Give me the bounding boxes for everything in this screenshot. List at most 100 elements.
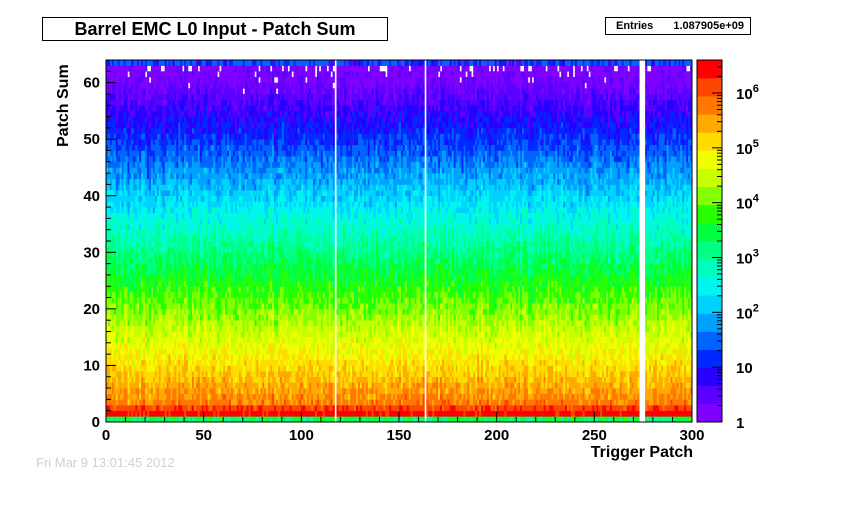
heatmap-cell (180, 82, 183, 89)
heatmap-cell (106, 105, 109, 112)
heatmap-cell (225, 371, 228, 378)
heatmap-cell (170, 133, 173, 140)
heatmap-cell (152, 224, 156, 230)
heatmap-cell (178, 156, 181, 163)
heatmap-cell (111, 229, 115, 236)
heatmap-cell (172, 325, 175, 332)
heatmap-cell (223, 76, 226, 83)
heatmap-cell (207, 207, 210, 214)
heatmap-cell (160, 291, 163, 298)
heatmap-cell (254, 195, 257, 202)
heatmap-cell (244, 82, 247, 89)
heatmap-cell (232, 263, 236, 270)
heatmap-cell (109, 201, 113, 208)
heatmap-cell (188, 348, 191, 355)
heatmap-cell (131, 342, 134, 349)
heatmap-cell (231, 376, 234, 383)
heatmap-cell (193, 173, 197, 180)
heatmap-cell (250, 393, 253, 400)
heatmap-cell (158, 139, 161, 146)
heatmap-cell (234, 60, 238, 66)
heatmap-cell (127, 195, 130, 202)
heatmap-cell (227, 212, 230, 219)
heatmap-cell (234, 241, 238, 247)
heatmap-cell (166, 246, 169, 253)
heatmap-cell (188, 286, 191, 293)
heatmap-cell (109, 82, 113, 89)
heatmap-cell (234, 405, 238, 411)
heatmap-cell (111, 388, 115, 395)
heatmap-cell (156, 354, 160, 361)
heatmap-cell (201, 286, 204, 293)
heatmap-cell (121, 156, 124, 163)
heatmap-cell (121, 331, 124, 338)
heatmap-cell (121, 60, 124, 66)
heatmap-cell (252, 88, 255, 95)
heatmap-cell (256, 337, 259, 344)
heatmap-cell (168, 269, 171, 276)
heatmap-cell (258, 371, 261, 378)
heatmap-cell (223, 280, 226, 287)
heatmap-cell (139, 405, 142, 411)
heatmap-cell (143, 331, 146, 338)
heatmap-cell (189, 241, 193, 247)
heatmap-cell (109, 393, 113, 400)
heatmap-cell (184, 207, 187, 214)
heatmap-cell (166, 308, 169, 315)
heatmap-cell (232, 320, 236, 327)
heatmap-cell (111, 133, 115, 140)
heatmap-cell (170, 393, 173, 400)
heatmap-cell (256, 365, 259, 372)
heatmap-cell (211, 82, 214, 89)
heatmap-cell (234, 297, 238, 304)
heatmap-cell (254, 116, 257, 123)
heatmap-cell (139, 65, 142, 72)
heatmap-cell (229, 173, 232, 180)
heatmap-cell (166, 252, 169, 259)
heatmap-cell (121, 399, 124, 406)
heatmap-cell (107, 405, 111, 411)
heatmap-cell (170, 190, 173, 197)
heatmap-cell (119, 110, 122, 117)
heatmap-cell (244, 371, 247, 378)
heatmap-cell (248, 161, 251, 168)
heatmap-cell (236, 212, 240, 219)
heatmap-cell (213, 388, 216, 395)
heatmap-cell (160, 365, 163, 372)
heatmap-cell (209, 303, 212, 310)
heatmap-cell (133, 388, 136, 395)
heatmap-cell (217, 269, 220, 276)
heatmap-cell (184, 314, 187, 321)
heatmap-cell (145, 241, 148, 247)
heatmap-cell (193, 297, 197, 304)
heatmap-cell (154, 127, 158, 134)
heatmap-cell (252, 280, 255, 287)
heatmap-cell (256, 297, 259, 304)
heatmap-cell (242, 303, 245, 310)
heatmap-cell (154, 99, 158, 106)
heatmap-cell (121, 388, 124, 395)
heatmap-cell (219, 105, 222, 112)
heatmap-cell (213, 382, 216, 389)
heatmap-cell (113, 297, 117, 304)
heatmap-cell (176, 150, 179, 157)
heatmap-cell (107, 60, 111, 66)
heatmap-cell (199, 286, 203, 293)
heatmap-cell (219, 263, 222, 270)
heatmap-cell (211, 405, 214, 411)
heatmap-cell (242, 178, 245, 185)
heatmap-cell (207, 60, 210, 66)
heatmap-cell (234, 393, 238, 400)
heatmap-cell (238, 190, 242, 197)
heatmap-cell (189, 359, 193, 366)
heatmap-cell (176, 178, 179, 185)
heatmap-cell (148, 416, 152, 423)
heatmap-cell (145, 286, 148, 293)
heatmap-cell (154, 376, 158, 383)
heatmap-cell (107, 224, 111, 230)
heatmap-cell (135, 410, 138, 417)
heatmap-cell (113, 184, 117, 191)
heatmap-cell (252, 325, 255, 332)
heatmap-cell (209, 297, 212, 304)
heatmap-cell (148, 173, 152, 180)
